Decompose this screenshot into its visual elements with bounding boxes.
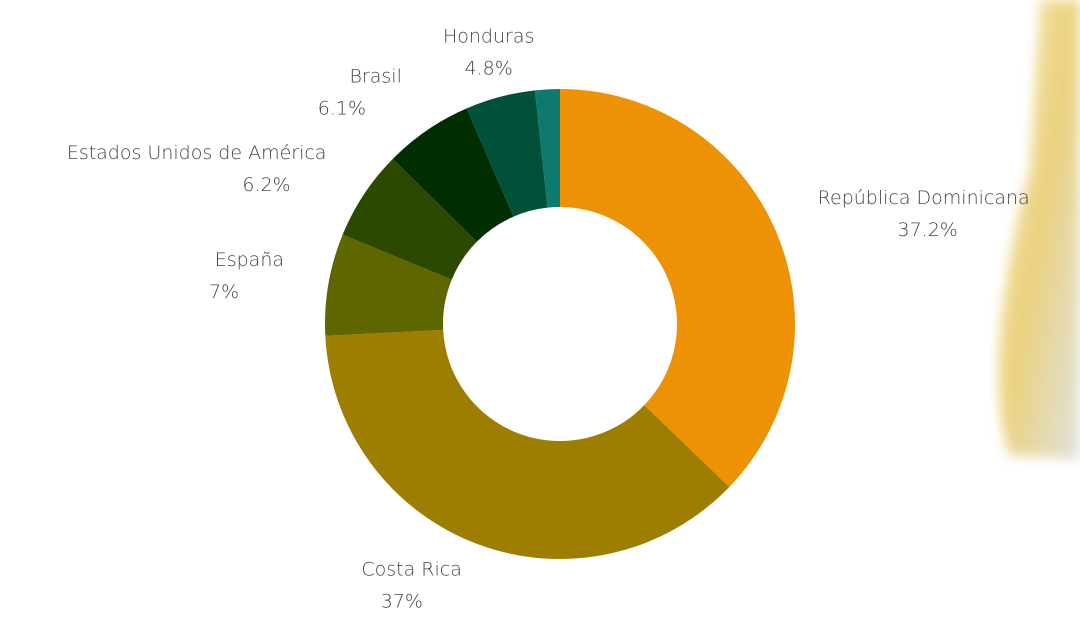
- slice-label: España: [215, 249, 284, 271]
- slice-label: Costa Rica: [361, 559, 462, 581]
- slice-label: República Dominicana: [818, 187, 1030, 209]
- donut-slice: [325, 329, 730, 559]
- donut-slice: [324, 234, 452, 336]
- slice-value: 4.8%: [465, 58, 513, 80]
- donut-slice: [342, 158, 477, 280]
- donut-slice: [560, 89, 795, 488]
- slice-label: Estados Unidos de América: [67, 142, 327, 164]
- donut-slice: [392, 108, 514, 242]
- donut-slice: [466, 90, 548, 217]
- donut-slice: [534, 89, 560, 208]
- slice-value: 6.2%: [242, 174, 290, 196]
- slice-value: 37%: [381, 591, 423, 613]
- slice-label: Brasil: [350, 65, 402, 87]
- slice-value: 6.1%: [318, 97, 366, 119]
- slice-value: 37.2%: [897, 219, 957, 241]
- background-image: [998, 0, 1080, 460]
- slice-label: Honduras: [443, 26, 534, 48]
- slice-value: 7%: [209, 281, 239, 303]
